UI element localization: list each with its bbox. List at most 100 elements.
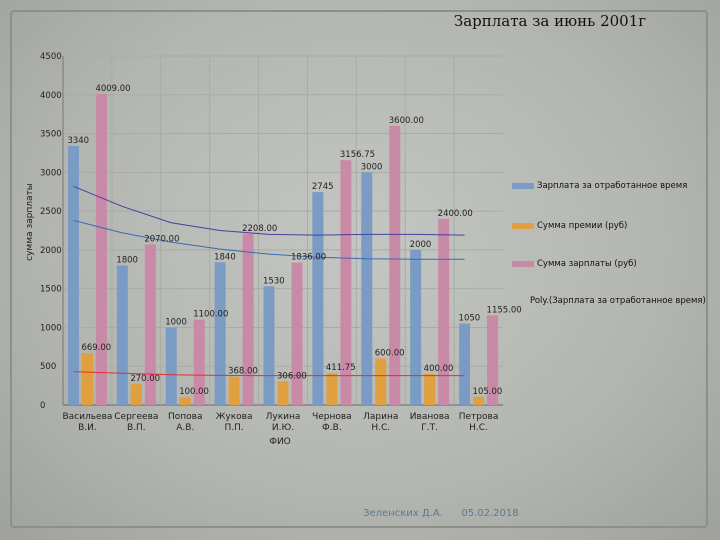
- data-label: 1800: [116, 255, 138, 265]
- y-tick-label: 0: [40, 401, 45, 411]
- data-label: 411.75: [326, 363, 356, 373]
- category-label: Попова: [168, 412, 202, 422]
- category-label: И.Ю.: [272, 423, 294, 433]
- data-label: 1100.00: [193, 310, 228, 320]
- bar: [263, 286, 275, 405]
- legend-label: Poly.(Зарплата за отработанное время): [530, 296, 706, 306]
- y-tick-label: 500: [40, 362, 56, 372]
- data-label: 2745: [312, 182, 334, 192]
- data-label: 1840: [214, 252, 236, 262]
- bar: [95, 94, 107, 406]
- bar: [473, 396, 485, 405]
- footer-date: 05.02.2018: [461, 508, 518, 519]
- data-label: 3340: [67, 136, 89, 146]
- y-tick-label: 2500: [40, 207, 62, 217]
- footer-author: Зеленских Д.А.: [363, 508, 443, 519]
- bar: [410, 249, 422, 405]
- bar: [214, 262, 226, 405]
- category-label: Ларина: [363, 412, 398, 422]
- data-label: 1155.00: [487, 305, 522, 315]
- legend-swatch: [512, 223, 534, 229]
- bar: [438, 218, 450, 405]
- y-tick-label: 4500: [40, 52, 62, 62]
- y-axis-label: сумма зарплаты: [25, 183, 35, 261]
- chart-title: Зарплата за июнь 2001г: [454, 12, 646, 30]
- bar: [375, 358, 387, 405]
- data-label: 100.00: [179, 387, 209, 397]
- legend-swatch: [512, 261, 534, 267]
- category-label: Жукова: [216, 412, 253, 422]
- category-label: Лукина: [266, 412, 301, 422]
- bar: [81, 353, 93, 405]
- grid-lines: [62, 55, 503, 406]
- y-tick-label: 3000: [40, 168, 62, 178]
- data-label: 1050: [459, 314, 481, 324]
- category-label: В.И.: [78, 423, 97, 433]
- trendlines: [73, 185, 465, 377]
- bar: [228, 376, 240, 405]
- data-label: 669.00: [81, 343, 111, 353]
- bar: [277, 381, 289, 405]
- data-label: 400.00: [424, 364, 454, 374]
- data-label: 3156.75: [340, 150, 375, 160]
- bar: [389, 125, 401, 406]
- data-label: 1530: [263, 276, 285, 286]
- data-label: 4009.00: [95, 84, 130, 94]
- category-label: Н.С.: [371, 423, 390, 433]
- data-label: 270.00: [130, 374, 160, 384]
- category-label: Сергеева: [114, 412, 158, 422]
- y-tick-label: 4000: [40, 91, 62, 101]
- data-label: 368.00: [228, 366, 258, 376]
- data-label: 1836.00: [291, 253, 326, 263]
- category-label: Ф.В.: [322, 423, 342, 433]
- category-label: Петрова: [459, 412, 499, 422]
- bar: [312, 192, 324, 405]
- trendline: [73, 185, 465, 236]
- legend: Зарплата за отработанное время Сумма прем…: [512, 181, 706, 306]
- data-label: 105.00: [473, 387, 503, 397]
- data-label: 3600.00: [389, 116, 424, 126]
- y-tick-label: 3500: [40, 130, 62, 140]
- category-label: Чернова: [312, 412, 352, 422]
- slide-frame: [10, 10, 708, 528]
- data-label: 2070.00: [144, 234, 179, 244]
- data-label: 2000: [410, 240, 432, 250]
- bar: [326, 373, 338, 405]
- bar: [130, 384, 142, 405]
- bars: [67, 94, 499, 406]
- data-label: 2400.00: [438, 209, 473, 219]
- data-label: 600.00: [375, 348, 405, 358]
- legend-label: Сумма премии (руб): [537, 221, 627, 231]
- bar: [361, 172, 373, 405]
- data-label: 1000: [165, 317, 187, 327]
- data-labels: 3340 1800 1000 1840 1530 2745 3000 2000 1050 669.…: [67, 84, 521, 397]
- trendline: [73, 219, 465, 260]
- data-label: 2208.00: [242, 224, 277, 234]
- category-label: А.В.: [176, 423, 194, 433]
- legend-label: Зарплата за отработанное время: [537, 181, 687, 191]
- category-label: Васильева: [62, 412, 112, 422]
- category-label: В.П.: [127, 423, 146, 433]
- data-label: 306.00: [277, 371, 307, 381]
- trendline: [73, 371, 465, 377]
- category-label: Иванова: [410, 412, 450, 422]
- legend-swatch: [512, 183, 534, 189]
- category-label: П.П.: [224, 423, 243, 433]
- bar: [424, 373, 436, 405]
- bar: [242, 233, 254, 405]
- data-label: 3000: [361, 162, 383, 172]
- y-tick-label: 1000: [40, 323, 62, 333]
- category-label: Г.Т.: [421, 423, 438, 433]
- category-label: Н.С.: [469, 423, 488, 433]
- x-axis-label: ФИО: [269, 437, 291, 447]
- bar: [291, 262, 303, 405]
- bar: [116, 265, 128, 405]
- legend-label: Сумма зарплаты (руб): [537, 259, 637, 269]
- y-tick-label: 1500: [40, 285, 62, 295]
- bar: [165, 327, 177, 405]
- y-tick-labels: 0 500 1000 1500 2000 2500 3000 3500 4000 4500: [40, 52, 62, 411]
- bar: [179, 397, 191, 405]
